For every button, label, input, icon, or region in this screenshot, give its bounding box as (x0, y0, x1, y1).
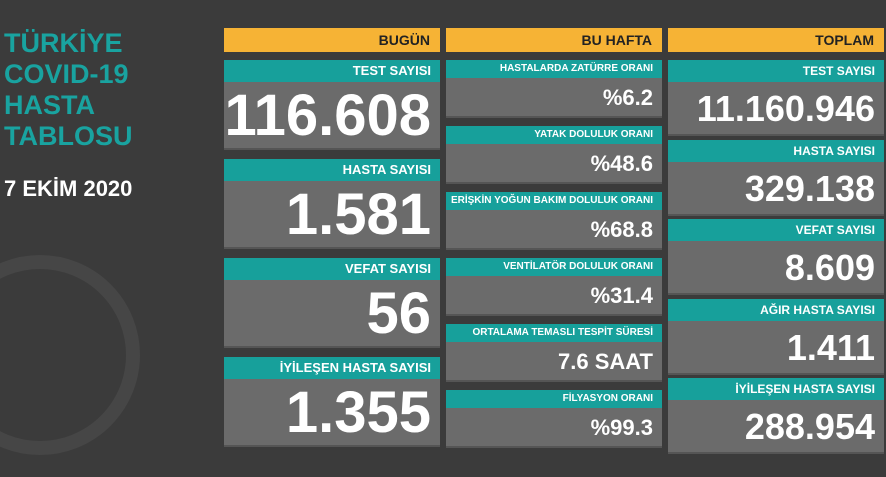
emblem (0, 255, 140, 455)
card-label: TEST SAYISI (224, 60, 440, 82)
card-label: YATAK DOLULUK ORANI (446, 126, 662, 144)
card-label: HASTA SAYISI (224, 159, 440, 181)
title-line: TÜRKİYE (4, 28, 123, 58)
column-header: BUGÜN (224, 28, 440, 52)
card-value: %99.3 (446, 408, 662, 448)
card-value: 56 (224, 280, 440, 348)
card-label: VENTİLATÖR DOLULUK ORANI (446, 258, 662, 276)
card-value: %31.4 (446, 276, 662, 316)
title-line: COVID-19 (4, 59, 129, 89)
card-label: İYİLEŞEN HASTA SAYISI (668, 378, 884, 400)
card-value: 7.6 SAAT (446, 342, 662, 382)
card-value: %6.2 (446, 78, 662, 118)
card-value: 1.411 (668, 320, 884, 375)
column-header: BU HAFTA (446, 28, 662, 52)
title-line: HASTA (4, 90, 95, 120)
card-value: 288.954 (668, 400, 884, 454)
card-value: 8.609 (668, 241, 884, 295)
card-label: VEFAT SAYISI (224, 258, 440, 280)
title-line: TABLOSU (4, 121, 133, 151)
card-label: HASTA SAYISI (668, 139, 884, 162)
card-value: 329.138 (668, 161, 884, 216)
card-value: 116.608 (224, 82, 440, 150)
card-label: HASTALARDA ZATÜRRE ORANI (446, 60, 662, 78)
card-value: %68.8 (446, 210, 662, 250)
card-label: VEFAT SAYISI (668, 219, 884, 241)
card-label: FİLYASYON ORANI (446, 390, 662, 408)
card-label: İYİLEŞEN HASTA SAYISI (224, 357, 440, 379)
title: TÜRKİYE COVID-19 HASTA TABLOSU (4, 28, 133, 152)
card-value: 1.355 (224, 379, 440, 447)
card-value: 11.160.946 (668, 82, 884, 136)
card-label: TEST SAYISI (668, 60, 884, 82)
card-label: AĞIR HASTA SAYISI (668, 298, 884, 321)
date: 7 EKİM 2020 (4, 176, 133, 201)
card-label: ORTALAMA TEMASLI TESPİT SÜRESİ (446, 324, 662, 342)
card-value: %48.6 (446, 144, 662, 184)
card-label: ERİŞKİN YOĞUN BAKIM DOLULUK ORANI (446, 192, 662, 210)
column-header: TOPLAM (668, 28, 884, 52)
card-value: 1.581 (224, 181, 440, 249)
